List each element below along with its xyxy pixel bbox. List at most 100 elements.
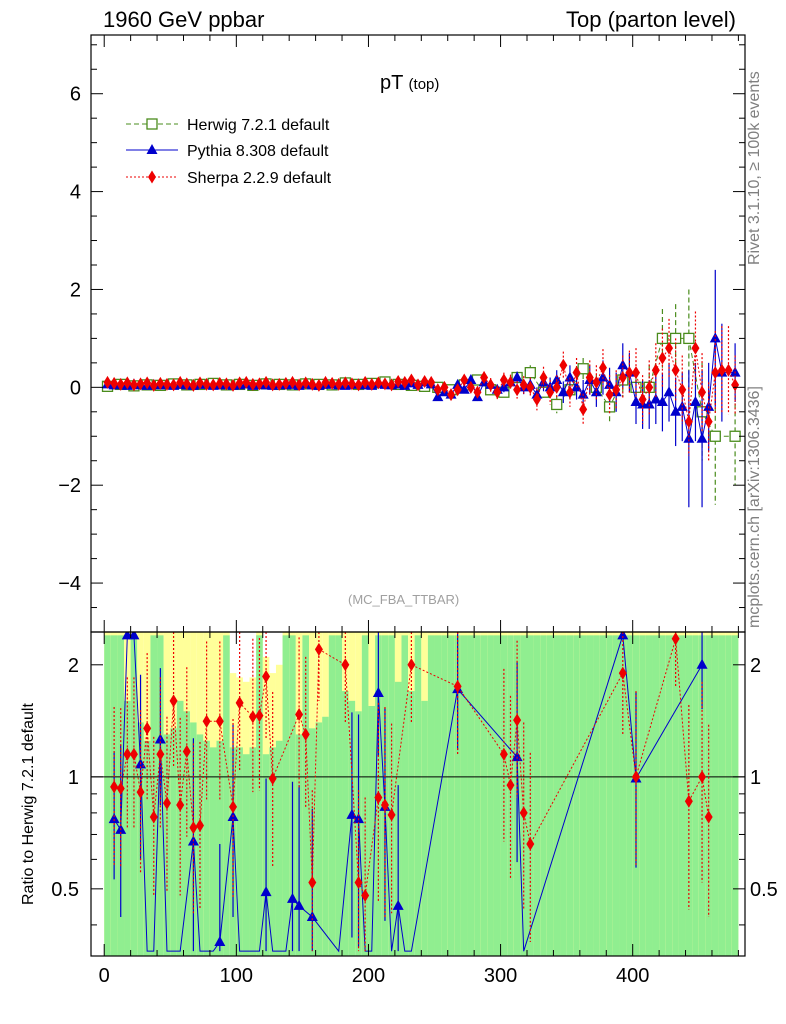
- ratio-data-point: [301, 727, 310, 741]
- ratio-band-green: [454, 635, 461, 956]
- ratio-data-point: [354, 876, 363, 890]
- ratio-band-green: [507, 635, 514, 956]
- data-point: [116, 377, 125, 391]
- ratio-data-point: [136, 785, 145, 799]
- data-point: [281, 376, 290, 390]
- ratio-series-line: [113, 634, 703, 953]
- data-point: [499, 373, 508, 387]
- data-point: [551, 398, 563, 411]
- ratio-data-point: [262, 670, 271, 684]
- ratio-data-point: [696, 658, 708, 669]
- ratio-band-green: [493, 635, 501, 956]
- ratio-data-point: [295, 708, 304, 722]
- data-point: [123, 376, 132, 390]
- ratio-band-green: [335, 635, 343, 956]
- data-point: [229, 378, 238, 392]
- data-point: [196, 376, 204, 390]
- ratio-data-point: [116, 782, 125, 796]
- data-point: [400, 375, 409, 389]
- ratio-data-point: [149, 810, 158, 824]
- data-point: [656, 396, 668, 407]
- ratio-data-point: [387, 808, 396, 822]
- ratio-band-green: [315, 722, 323, 956]
- chart-title-main: pT: [380, 72, 403, 94]
- x-tick-label: 400: [616, 965, 649, 987]
- data-point: [374, 376, 383, 390]
- legend-marker: [148, 170, 156, 184]
- data-point: [612, 383, 621, 397]
- data-point: [632, 366, 640, 380]
- ratio-y-tick-label-right: 1: [750, 767, 761, 789]
- mcplots-label: mcplots.cern.ch [arXiv:1306.3436]: [746, 386, 763, 628]
- ratio-band-green: [599, 635, 607, 956]
- data-point: [532, 393, 541, 407]
- data-point: [394, 374, 403, 388]
- data-point: [295, 378, 304, 392]
- data-point: [696, 432, 708, 443]
- data-point: [162, 377, 171, 391]
- ratio-band-green: [183, 711, 191, 956]
- ratio-y-axis-label: Ratio to Herwig 7.2.1 default: [20, 703, 37, 905]
- ratio-band-green: [678, 635, 686, 956]
- ratio-band-green: [626, 635, 633, 956]
- data-point: [103, 375, 112, 389]
- ratio-data-point: [513, 713, 522, 727]
- ratio-data-point: [341, 658, 350, 672]
- ratio-data-point: [506, 778, 515, 792]
- ratio-data-point: [499, 747, 508, 761]
- ratio-band-green: [606, 635, 613, 956]
- legend-label: Herwig 7.2.1 default: [187, 117, 330, 134]
- ratio-data-point: [169, 694, 178, 708]
- data-point: [465, 373, 477, 384]
- data-point: [387, 378, 396, 392]
- ratio-y-tick-label-right: 0.5: [750, 879, 778, 901]
- data-point: [473, 385, 482, 399]
- ratio-band-green: [434, 635, 442, 956]
- data-point: [288, 375, 297, 389]
- ratio-data-point: [374, 790, 383, 804]
- data-point: [683, 432, 695, 443]
- data-point: [334, 377, 343, 391]
- data-point: [235, 376, 244, 390]
- ratio-band-green: [361, 635, 369, 956]
- ratio-data-point: [235, 696, 244, 710]
- ratio-band-green: [176, 700, 184, 956]
- ratio-data-point: [143, 721, 152, 735]
- ratio-data-point: [308, 876, 317, 890]
- ratio-y-tick-label: 0.5: [51, 879, 79, 901]
- data-point: [546, 385, 555, 399]
- data-point: [347, 377, 356, 391]
- ratio-band-green: [659, 635, 666, 956]
- ratio-band-green: [223, 635, 230, 956]
- data-point: [717, 363, 726, 377]
- ratio-data-point: [617, 632, 629, 640]
- ratio-band-green: [130, 635, 138, 956]
- ratio-band-green: [480, 635, 488, 956]
- ratio-band-green: [414, 635, 422, 956]
- data-point: [453, 383, 462, 397]
- ratio-data-point: [214, 935, 226, 946]
- ratio-data-point: [202, 714, 211, 728]
- data-point: [559, 358, 568, 372]
- data-point: [367, 377, 376, 391]
- data-point: [671, 363, 680, 377]
- data-point: [169, 378, 178, 392]
- data-point: [380, 377, 389, 391]
- ratio-data-point: [361, 888, 370, 902]
- data-point: [552, 380, 561, 394]
- data-point: [440, 380, 449, 394]
- ratio-band-green: [593, 635, 600, 956]
- y-tick-label: −2: [58, 475, 81, 497]
- ratio-data-point: [526, 837, 535, 851]
- ratio-band-green: [196, 734, 204, 956]
- ratio-data-point: [229, 800, 238, 814]
- data-point: [618, 371, 627, 385]
- data-point: [709, 430, 721, 442]
- ratio-data-point: [704, 810, 713, 824]
- data-point: [248, 377, 257, 391]
- ratio-band-green: [665, 635, 673, 956]
- data-point: [427, 375, 436, 389]
- ratio-band-green: [275, 740, 283, 956]
- ratio-band-green: [302, 635, 309, 956]
- data-point: [572, 366, 581, 380]
